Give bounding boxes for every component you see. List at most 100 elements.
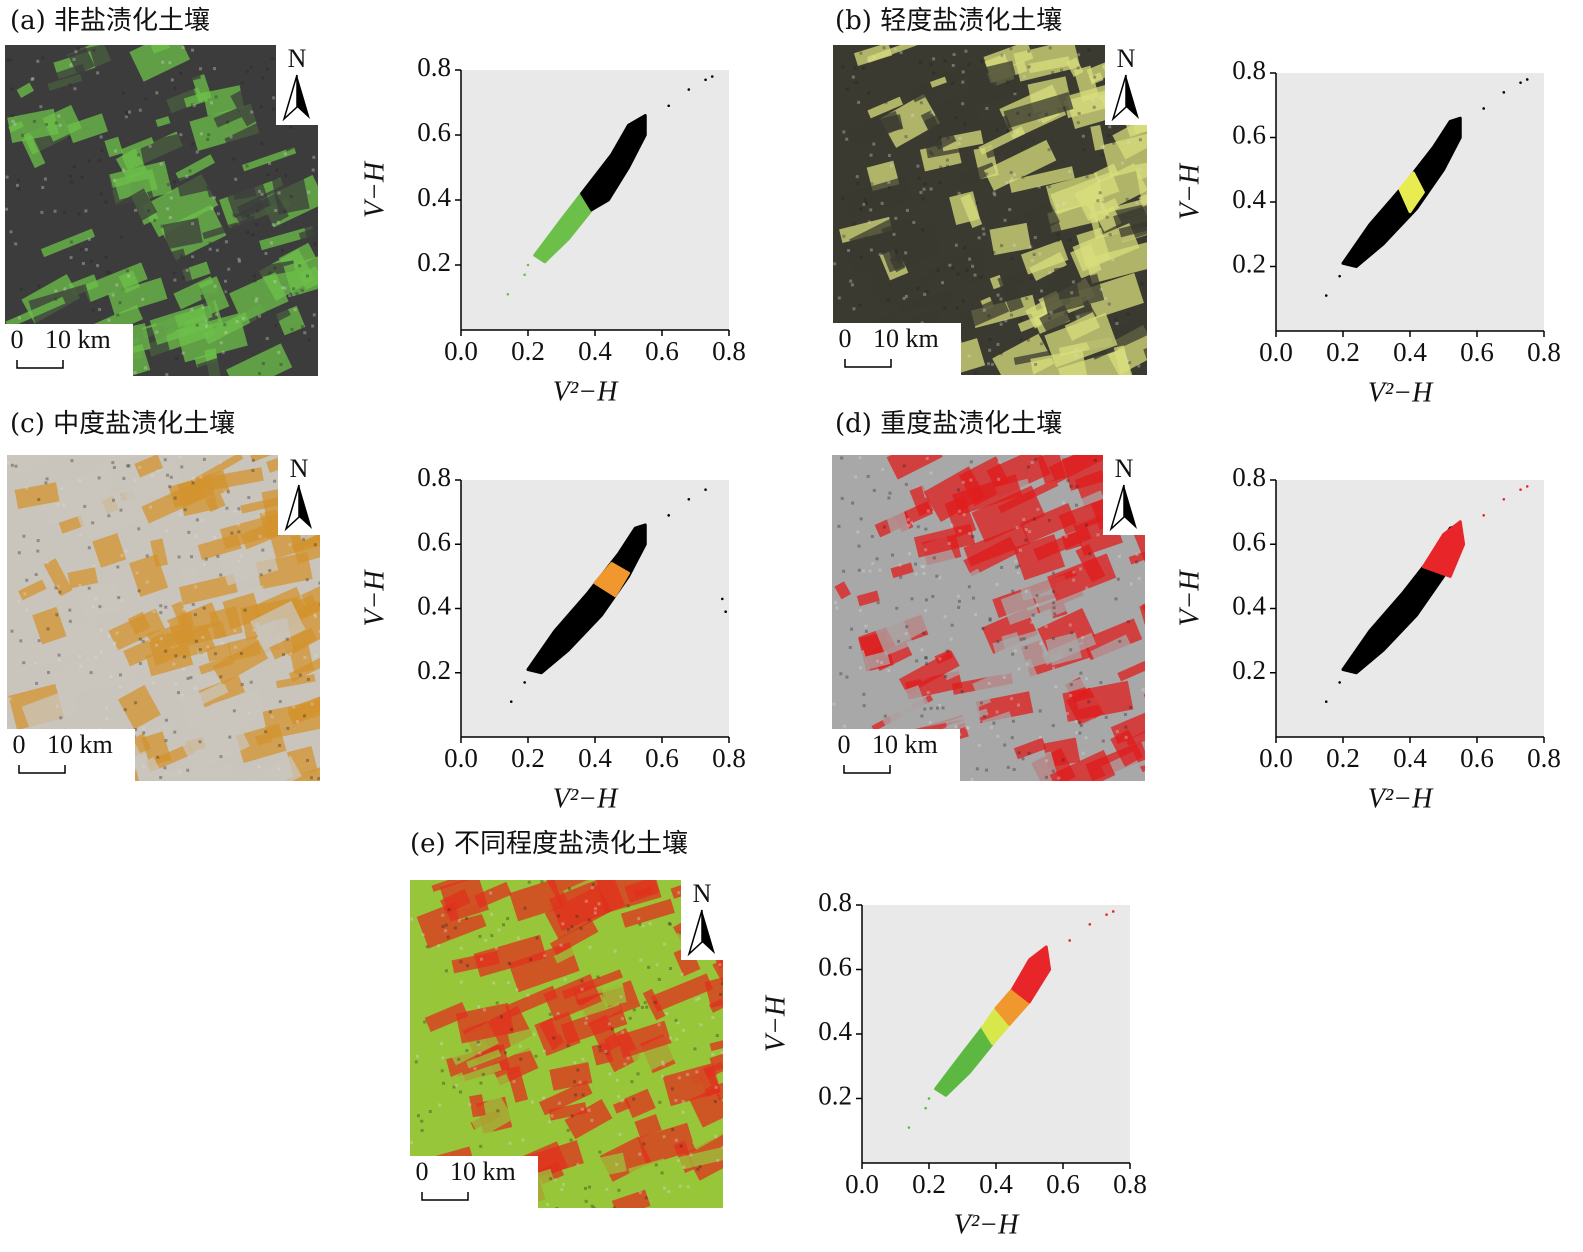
point: [1519, 488, 1522, 491]
map-speck: [638, 1152, 642, 1156]
map-patch: [123, 633, 171, 667]
map-speck: [857, 568, 861, 572]
map-speck: [580, 987, 584, 991]
map-patch: [1013, 737, 1047, 760]
map-speck: [1013, 92, 1017, 96]
map-speck: [278, 744, 282, 748]
map-patch: [218, 540, 279, 586]
map-speck: [1039, 642, 1043, 646]
map-speck: [1084, 736, 1088, 740]
map-patch: [178, 574, 238, 606]
map-speck: [477, 1042, 481, 1046]
map-speck: [134, 727, 138, 731]
map-patch: [197, 467, 264, 493]
map-speck: [234, 177, 238, 181]
map-patch: [92, 533, 127, 568]
map-speck: [1024, 589, 1028, 593]
map-speck: [620, 1017, 624, 1021]
map-patch: [469, 1094, 486, 1118]
map-patch: [147, 768, 186, 781]
map-speck: [883, 714, 887, 718]
map-speck: [657, 977, 661, 981]
map-speck: [278, 700, 282, 704]
map-patch: [935, 595, 970, 624]
map-speck: [62, 503, 66, 507]
map-speck: [870, 535, 874, 539]
map-patch: [211, 70, 236, 90]
map-speck: [83, 504, 87, 508]
map-speck: [1032, 252, 1036, 256]
map-speck: [1037, 118, 1041, 122]
map-speck: [219, 341, 223, 345]
map-speck: [923, 707, 927, 711]
map-speck: [89, 671, 93, 675]
map-speck: [147, 209, 151, 213]
map-speck: [290, 327, 294, 331]
map-patch: [893, 685, 928, 720]
map-speck: [926, 509, 930, 513]
map-speck: [1019, 637, 1023, 641]
map-speck: [159, 604, 163, 608]
map-speck: [992, 721, 996, 725]
point: [523, 273, 526, 277]
map-speck: [98, 605, 102, 609]
map-speck: [837, 524, 841, 528]
map-speck: [957, 599, 961, 603]
map-speck: [945, 158, 949, 162]
map-speck: [479, 957, 483, 961]
map-speck: [293, 308, 297, 312]
map-patch: [118, 270, 141, 294]
map-speck: [240, 554, 244, 558]
map-speck: [1044, 775, 1048, 779]
map-speck: [980, 60, 984, 64]
x-tick-label: 0.8: [1527, 743, 1561, 773]
map-speck: [587, 1185, 591, 1189]
map-speck: [277, 191, 281, 195]
x-tick-label: 0.2: [912, 1169, 946, 1199]
map-speck: [288, 294, 292, 298]
map-speck: [274, 209, 278, 213]
map-speck: [19, 639, 23, 643]
map-speck: [925, 456, 929, 460]
point: [509, 700, 513, 703]
map-speck: [186, 768, 190, 772]
point: [721, 597, 724, 601]
map-patch: [67, 567, 99, 589]
map-speck: [837, 296, 841, 300]
north-label: N: [288, 44, 307, 73]
map-speck: [1070, 291, 1074, 295]
map-speck: [240, 683, 244, 687]
map-speck: [952, 53, 956, 57]
map-speck: [971, 264, 975, 268]
map-speck: [194, 639, 198, 643]
map-speck: [556, 914, 560, 918]
map-speck: [593, 907, 597, 911]
map-speck: [610, 1027, 614, 1031]
map-speck: [1051, 590, 1055, 594]
map-speck: [1093, 458, 1097, 462]
x-axis-label: V²−H: [954, 1209, 1020, 1240]
map-speck: [193, 613, 197, 617]
map-speck: [96, 71, 100, 75]
map-speck: [164, 718, 168, 722]
map-patch: [1140, 485, 1145, 521]
map-speck: [204, 324, 208, 328]
map-speck: [11, 119, 15, 123]
map-speck: [1081, 134, 1085, 138]
map-speck: [1002, 53, 1006, 57]
map-speck: [1011, 589, 1015, 593]
map-image: [832, 455, 1145, 781]
map-speck: [1044, 112, 1048, 116]
map-speck: [1087, 700, 1091, 704]
map-speck: [473, 1067, 477, 1071]
map-speck: [1075, 485, 1079, 489]
map-patch: [721, 1186, 723, 1203]
map-speck: [720, 982, 723, 986]
map-speck: [1051, 637, 1055, 641]
map-speck: [307, 338, 311, 342]
map-patch: [617, 1063, 640, 1083]
map-speck: [1091, 99, 1095, 103]
map-speck: [109, 674, 113, 678]
map-speck: [305, 578, 309, 582]
